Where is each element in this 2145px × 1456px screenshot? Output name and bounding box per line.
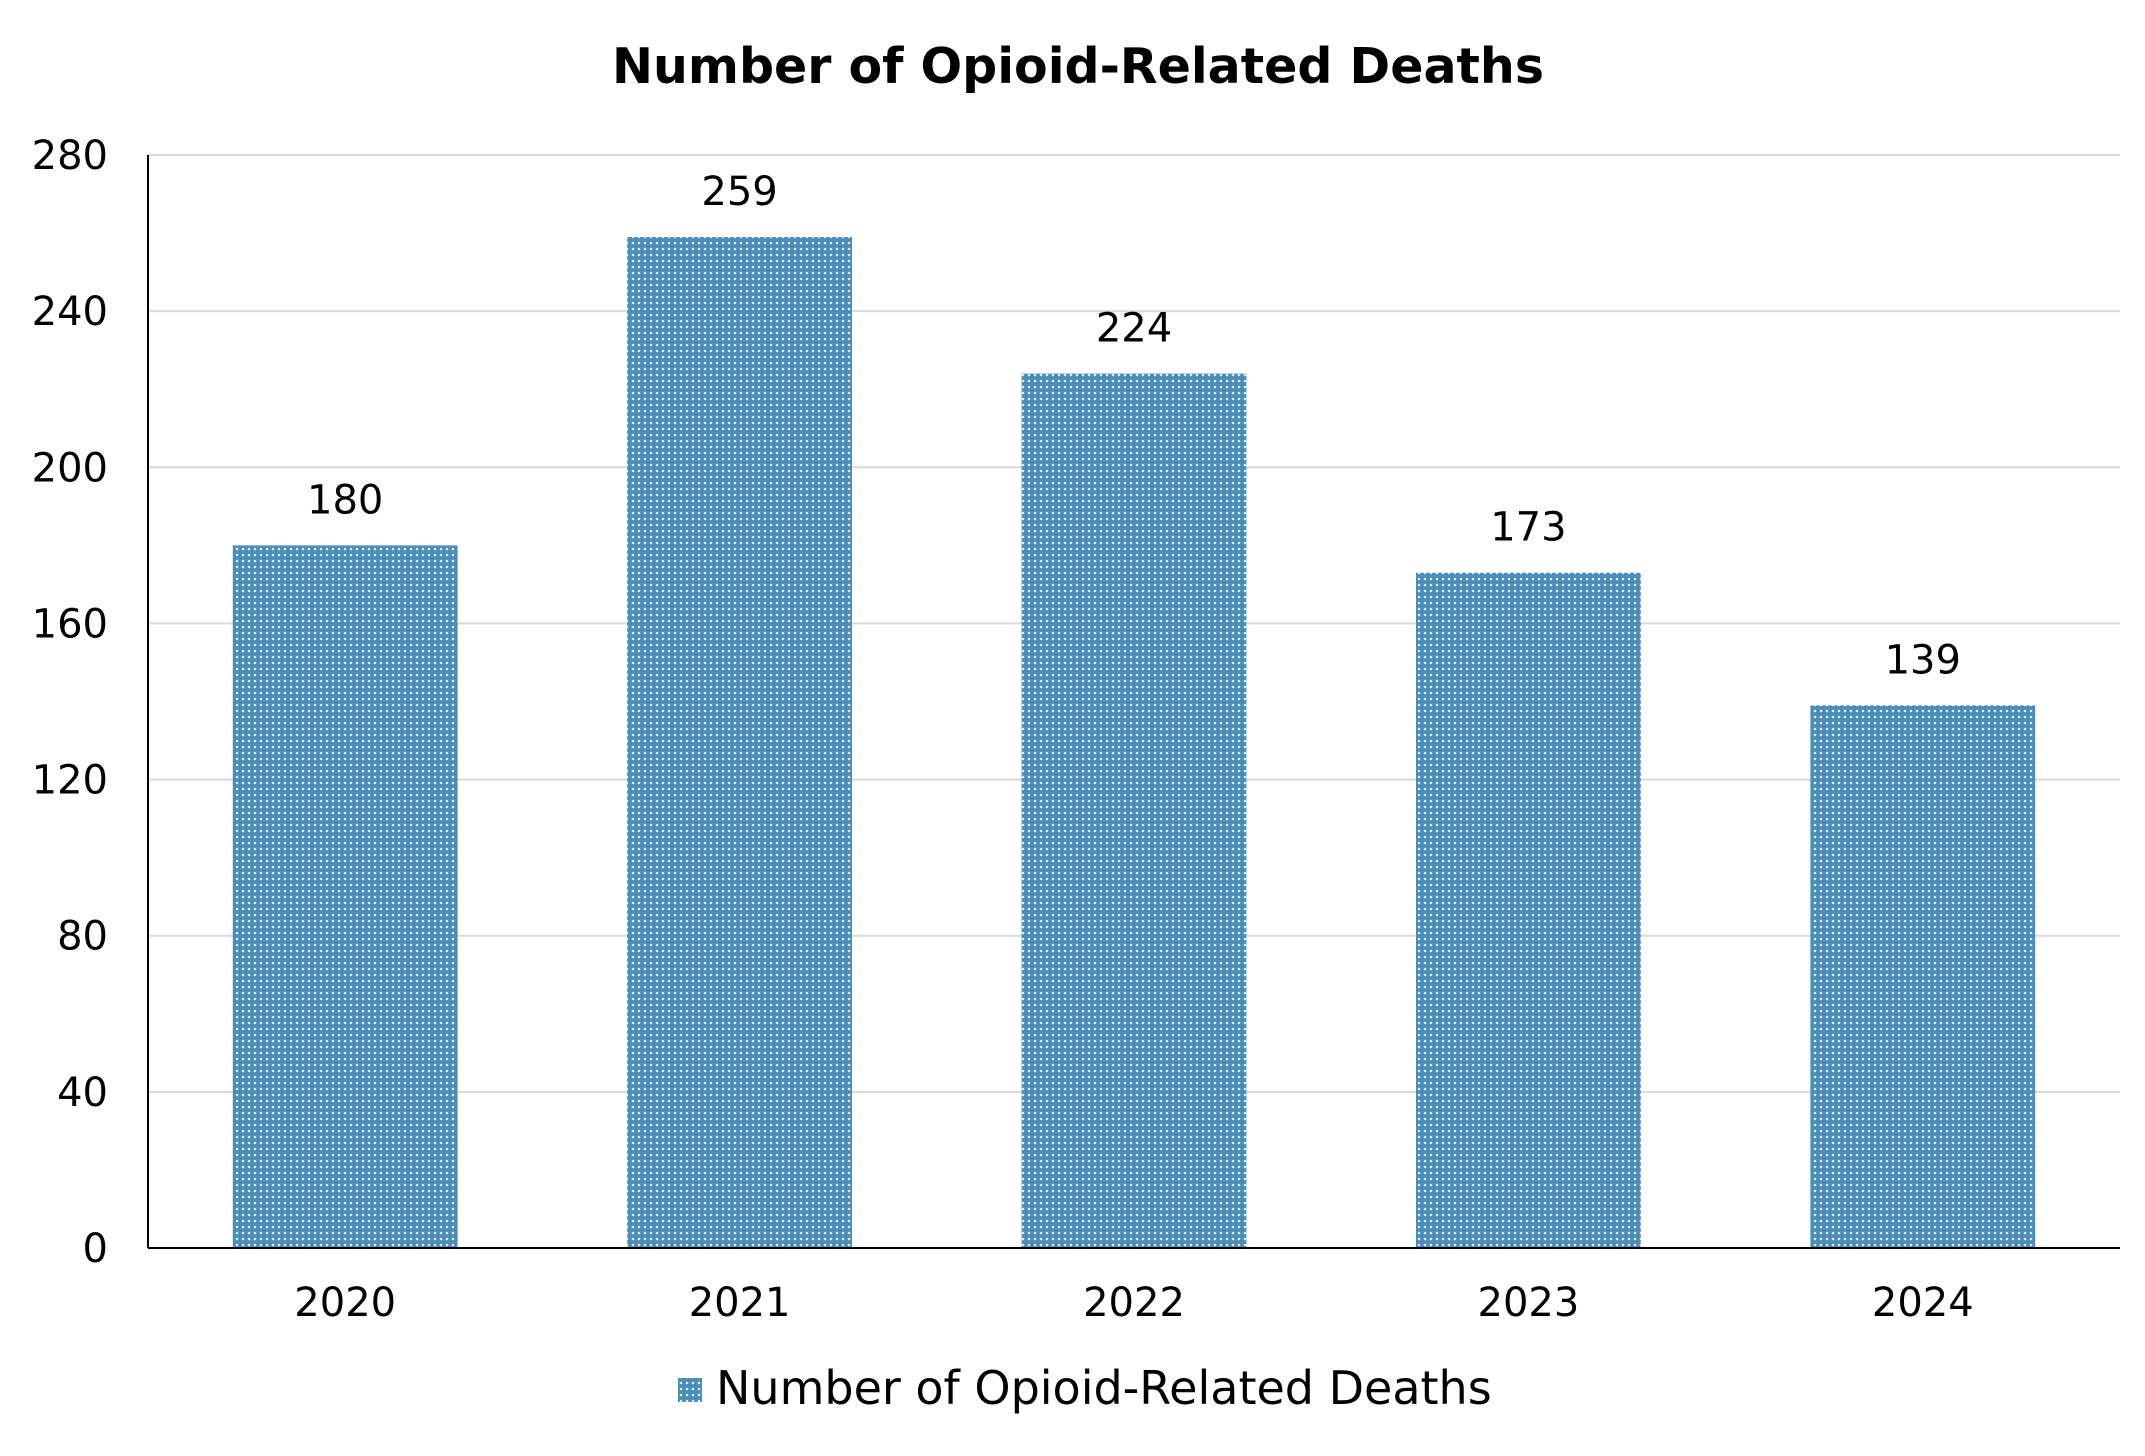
data-label-2020: 180 (307, 477, 383, 523)
data-labels: 180 259 224 173 139 (307, 169, 1961, 683)
x-axis-tick-label: 2020 (294, 1280, 396, 1326)
bar-2023 (1415, 572, 1641, 1248)
x-axis-tick-label: 2021 (689, 1280, 791, 1326)
bar-2020 (232, 545, 458, 1248)
y-axis-tick-label: 40 (57, 1070, 108, 1116)
bars (232, 236, 2036, 1249)
legend-label: Number of Opioid-Related Deaths (716, 1361, 1492, 1415)
y-axis-tick-label: 0 (83, 1226, 108, 1272)
data-label-2024: 139 (1885, 637, 1961, 683)
y-axis-tick-label: 80 (57, 914, 108, 960)
x-axis-tick-label: 2023 (1478, 1280, 1580, 1326)
y-axis-tick-label: 200 (32, 445, 108, 491)
y-axis-tick-label: 240 (32, 289, 108, 335)
y-axis-tick-label: 280 (32, 133, 108, 179)
bar-2024 (1810, 705, 2036, 1248)
legend-swatch (678, 1378, 702, 1402)
y-axis-tick-label: 160 (32, 601, 108, 647)
legend: Number of Opioid-Related Deaths (678, 1361, 1492, 1415)
y-axis-tick-labels: 0 40 80 120 160 200 240 280 (32, 133, 108, 1272)
chart-title: Number of Opioid-Related Deaths (612, 38, 1544, 95)
data-label-2022: 224 (1096, 306, 1172, 352)
x-axis-tick-label: 2024 (1872, 1280, 1974, 1326)
x-axis-tick-labels: 2020 2021 2022 2023 2024 (294, 1280, 1973, 1326)
y-axis-tick-label: 120 (32, 758, 108, 804)
x-axis-tick-label: 2022 (1083, 1280, 1185, 1326)
bar-2021 (627, 236, 853, 1249)
data-label-2023: 173 (1490, 505, 1566, 551)
data-label-2021: 259 (701, 169, 777, 215)
bar-2022 (1021, 373, 1247, 1249)
axes (147, 155, 2120, 1249)
